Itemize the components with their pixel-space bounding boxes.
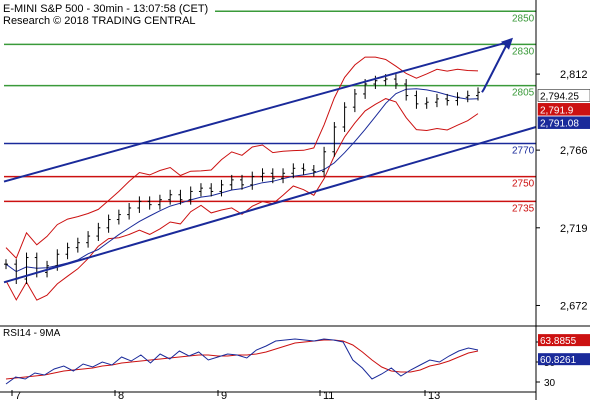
- level-label-2750: 2750: [512, 179, 535, 190]
- price-badge-bg: [537, 89, 590, 102]
- projection-arrow-line: [481, 45, 507, 93]
- level-label-2770: 2770: [512, 146, 535, 157]
- price-tick-label: 2,719: [560, 223, 588, 235]
- price-badge-bg: [537, 103, 590, 116]
- text-layer: E-MINI S&P 500 - 30min - 13:07:58 (CET) …: [3, 3, 208, 339]
- time-tick-label: 13: [428, 390, 440, 400]
- time-tick-label: 11: [323, 390, 334, 400]
- channel-upper-line: [3, 41, 507, 183]
- rsi-panel: [5, 338, 479, 385]
- price-badge-bg: [537, 116, 590, 129]
- level-label-2850: 2850: [512, 13, 535, 24]
- rsi-badge-label: 60.8261: [540, 355, 577, 366]
- rsi-badge-bg: [538, 353, 590, 366]
- level-label-2735: 2735: [512, 203, 535, 214]
- rsi-label: RSI14 - 9MA: [3, 328, 61, 339]
- chart-title: E-MINI S&P 500 - 30min - 13:07:58 (CET): [3, 3, 208, 15]
- rsi-ma-line: [5, 339, 479, 380]
- time-tick-label: 8: [118, 390, 124, 400]
- rsi-line: [5, 338, 479, 385]
- rsi-badge-bg: [538, 334, 590, 347]
- rsi-badge-label: 63.8855: [540, 336, 577, 347]
- time-tick-label: 9: [221, 390, 227, 400]
- channel-lower-line: [3, 126, 537, 284]
- rsi-tick-label: 30: [544, 378, 556, 389]
- projection-arrow-head: [501, 37, 513, 50]
- price-badge-label: 2,791.08: [540, 119, 579, 130]
- price-badge-label: 2,794.25: [540, 91, 579, 102]
- price-tick-label: 2,812: [560, 69, 588, 81]
- price-panel: 2850 2830 2805 2770 2750 2735: [3, 10, 537, 301]
- chart-research-credit: Research © 2018 TRADING CENTRAL: [3, 15, 196, 27]
- price-badge-label: 2,791.9: [540, 105, 574, 116]
- level-label-2830: 2830: [512, 46, 535, 57]
- level-label-2805: 2805: [512, 88, 535, 99]
- price-tick-label: 2,766: [560, 145, 588, 157]
- bollinger-lower: [5, 98, 479, 301]
- time-tick-label: 7: [15, 390, 21, 400]
- bollinger-upper: [5, 56, 479, 260]
- price-tick-label: 2,672: [560, 300, 588, 312]
